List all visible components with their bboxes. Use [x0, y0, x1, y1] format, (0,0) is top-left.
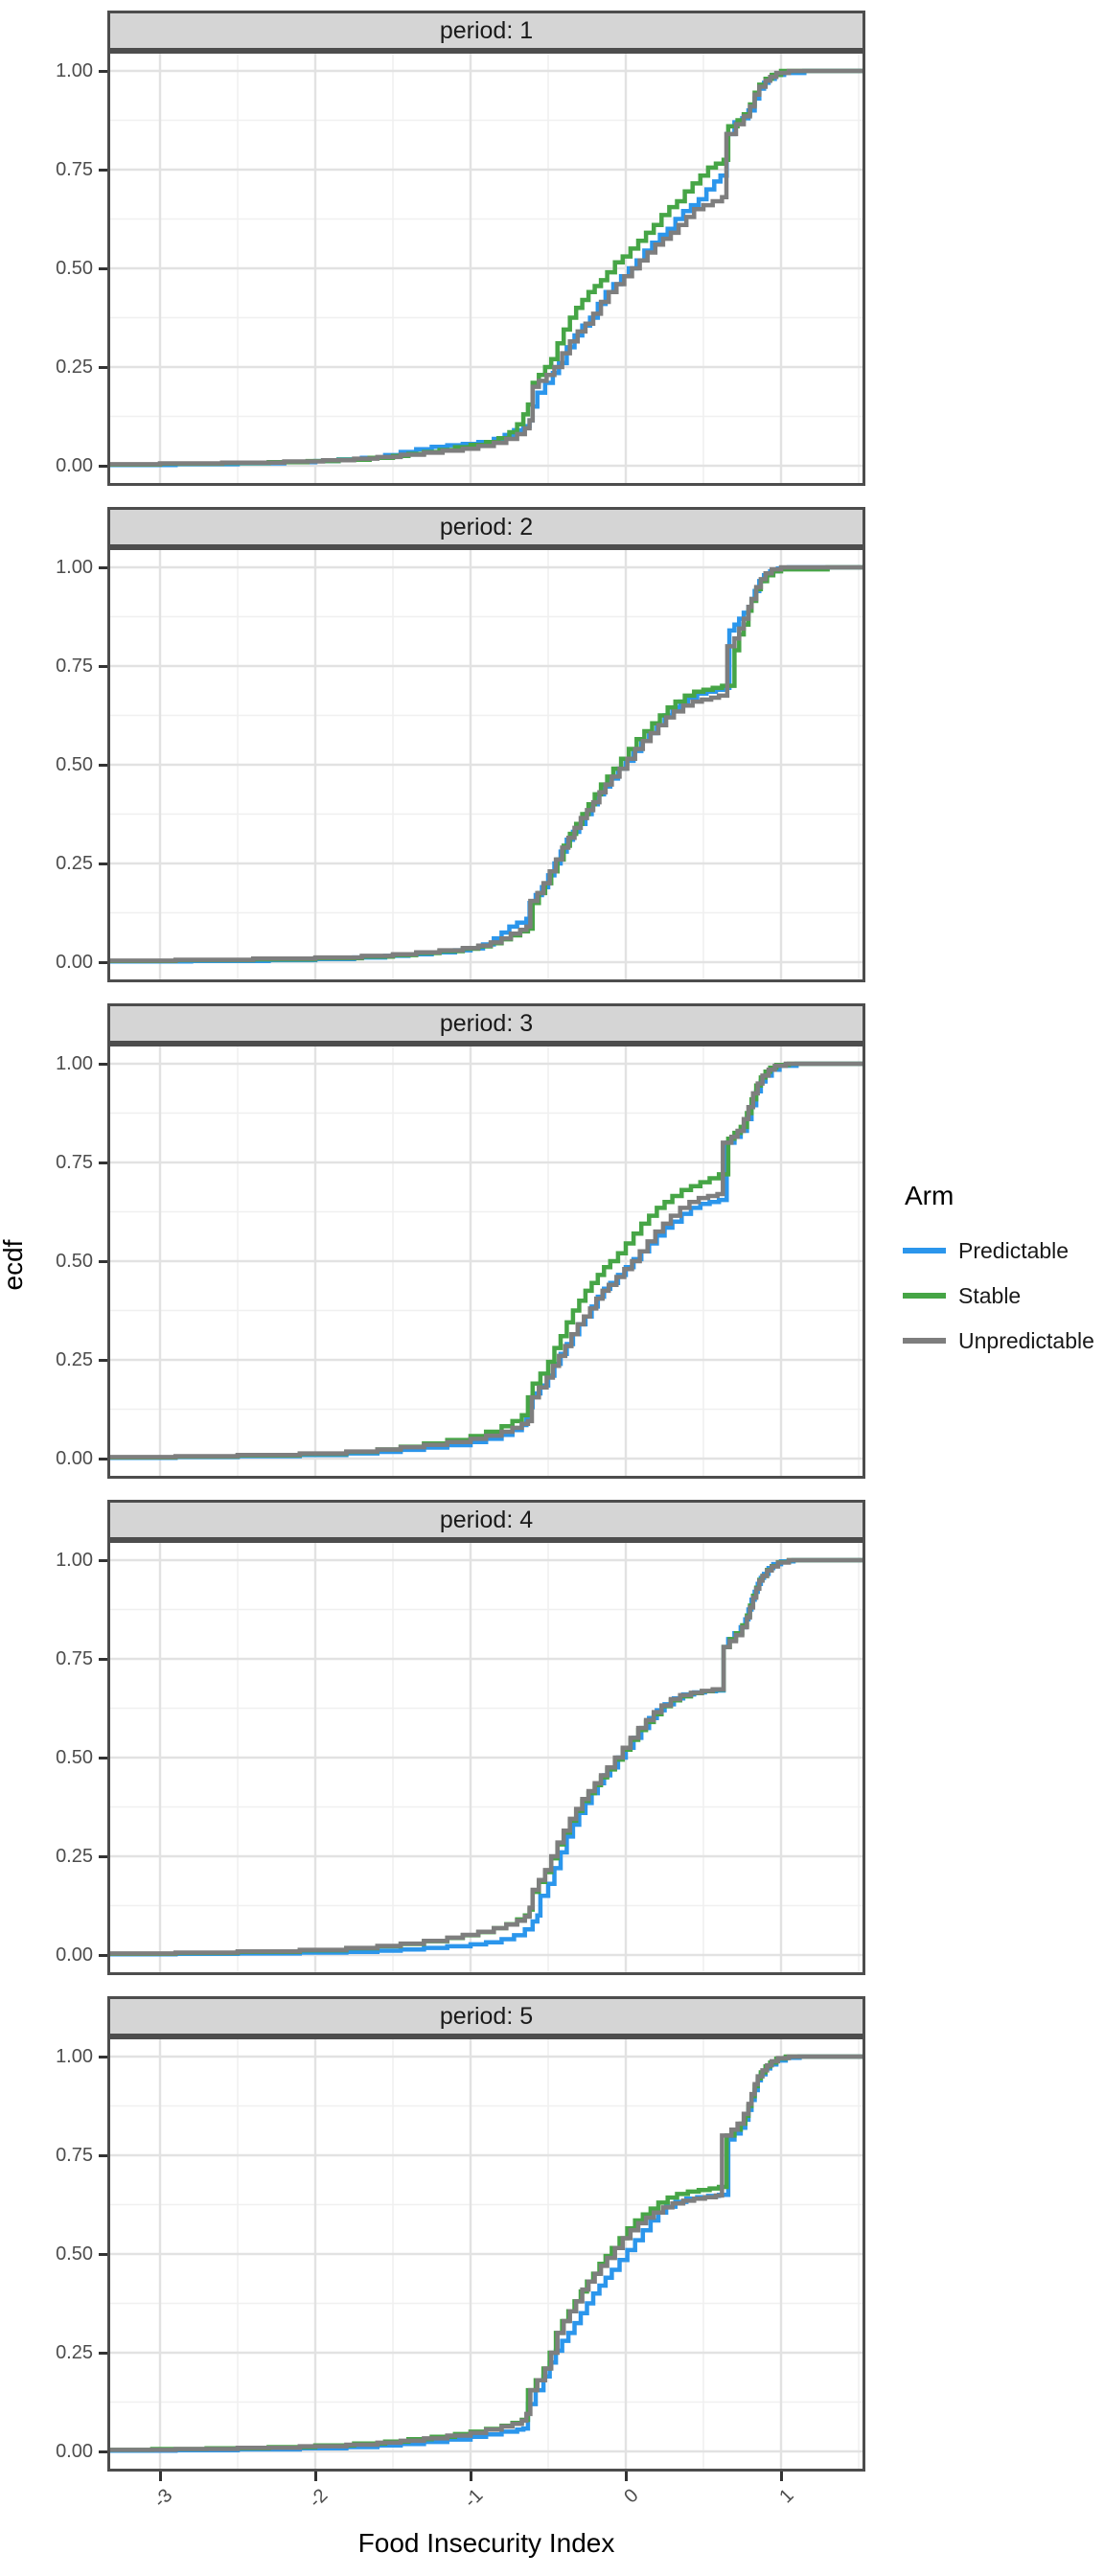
legend-items: Predictable Stable Unpredictable: [903, 1238, 1102, 1353]
y-tick-mark: [99, 862, 107, 865]
x-tick-label: 1: [775, 2485, 798, 2508]
y-tick-label: 0.00: [56, 952, 93, 973]
y-tick-label: 0.75: [56, 2145, 93, 2166]
ecdf-line-unpredictable: [107, 1557, 865, 1956]
x-tick-label: 0: [620, 2485, 643, 2508]
y-tick-mark: [99, 168, 107, 172]
y-tick-label: 0.50: [56, 1747, 93, 1768]
y-tick-label: 0.75: [56, 159, 93, 180]
y-tick-mark: [99, 1358, 107, 1362]
x-tick-mark: [313, 2472, 317, 2481]
y-tick-label: 0.25: [56, 356, 93, 378]
ecdf-line-unpredictable: [107, 1061, 865, 1460]
y-tick-mark: [99, 960, 107, 964]
y-tick-mark: [99, 1161, 107, 1164]
y-tick-mark: [99, 1062, 107, 1066]
y-tick-label: 0.00: [56, 1448, 93, 1469]
x-tick-mark: [469, 2472, 472, 2481]
facet-strip-label: period: 2: [439, 513, 534, 540]
y-tick-mark: [99, 1657, 107, 1661]
facet-strip-label: period: 3: [439, 1009, 534, 1037]
facet-strip: period: 2: [107, 507, 865, 547]
y-tick-mark: [99, 2252, 107, 2256]
y-tick-label: 1.00: [56, 1550, 93, 1571]
legend-item: Predictable: [903, 1238, 1102, 1263]
y-axis-title: ecdf: [0, 1239, 28, 1291]
facet-strip: period: 4: [107, 1500, 865, 1540]
y-tick-label: 0.25: [56, 2342, 93, 2363]
y-tick-label: 0.25: [56, 1349, 93, 1370]
x-tick-label: -2: [305, 2485, 333, 2513]
legend-item-label: Predictable: [958, 1237, 1070, 1263]
x-tick-label: -1: [460, 2485, 488, 2513]
facet-panel: [107, 547, 865, 982]
facet-panel: [107, 2036, 865, 2472]
y-tick-mark: [99, 2351, 107, 2355]
facet-panel: [107, 1540, 865, 1975]
y-tick-label: 0.50: [56, 754, 93, 775]
y-tick-label: 0.00: [56, 455, 93, 476]
y-tick-mark: [99, 365, 107, 369]
y-tick-label: 1.00: [56, 557, 93, 578]
y-tick-mark: [99, 763, 107, 767]
ecdf-line-unpredictable: [107, 68, 865, 467]
facet-strip: period: 3: [107, 1003, 865, 1044]
y-tick-mark: [99, 2450, 107, 2453]
ecdf-line-unpredictable: [107, 2054, 865, 2452]
facet-panel: [107, 1044, 865, 1479]
y-tick-label: 0.50: [56, 2243, 93, 2265]
x-axis-title: Food Insecurity Index: [357, 2528, 615, 2558]
ecdf-line-unpredictable: [107, 564, 865, 963]
y-tick-label: 1.00: [56, 60, 93, 81]
y-tick-mark: [99, 2055, 107, 2058]
y-tick-mark: [99, 1854, 107, 1858]
y-tick-label: 1.00: [56, 1053, 93, 1074]
y-tick-mark: [99, 664, 107, 668]
y-tick-label: 0.00: [56, 1944, 93, 1966]
y-tick-mark: [99, 1953, 107, 1957]
facet-strip: period: 5: [107, 1996, 865, 2036]
facet-strip: period: 1: [107, 11, 865, 51]
facet-strip-label: period: 4: [439, 1506, 534, 1533]
facet-panel: [107, 51, 865, 486]
y-tick-label: 0.00: [56, 2441, 93, 2462]
y-tick-label: 0.75: [56, 1648, 93, 1669]
legend-key-line-stable: [903, 1293, 946, 1299]
y-tick-mark: [99, 2153, 107, 2157]
y-tick-mark: [99, 1457, 107, 1460]
x-tick-mark: [158, 2472, 162, 2481]
y-tick-mark: [99, 69, 107, 73]
legend-title: Arm: [905, 1181, 954, 1210]
y-tick-mark: [99, 266, 107, 270]
y-tick-mark: [99, 565, 107, 569]
y-tick-label: 0.25: [56, 853, 93, 874]
legend-item: Unpredictable: [903, 1328, 1102, 1353]
x-tick-mark: [624, 2472, 628, 2481]
y-tick-label: 0.75: [56, 656, 93, 677]
y-tick-label: 0.75: [56, 1152, 93, 1173]
facet-strip-label: period: 1: [439, 16, 534, 44]
legend-item: Stable: [903, 1283, 1102, 1308]
legend-item-label: Unpredictable: [958, 1327, 1094, 1353]
y-tick-mark: [99, 1756, 107, 1760]
x-tick-mark: [779, 2472, 783, 2481]
legend-item-label: Stable: [958, 1282, 1022, 1308]
y-tick-label: 0.50: [56, 258, 93, 279]
facet-strip-label: period: 5: [439, 2002, 534, 2030]
legend: Arm Predictable Stable Unpredictable: [903, 1181, 1102, 1373]
y-tick-mark: [99, 1259, 107, 1263]
y-tick-label: 1.00: [56, 2046, 93, 2067]
y-tick-label: 0.50: [56, 1251, 93, 1272]
legend-key-line-predictable: [903, 1248, 946, 1254]
y-tick-mark: [99, 464, 107, 468]
legend-key-line-unpredictable: [903, 1338, 946, 1344]
x-tick-label: -3: [150, 2485, 177, 2513]
y-tick-label: 0.25: [56, 1846, 93, 1867]
y-tick-mark: [99, 1558, 107, 1562]
